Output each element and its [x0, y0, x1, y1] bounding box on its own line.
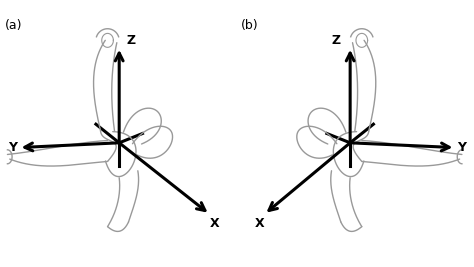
Text: Z: Z [332, 34, 341, 47]
Text: Y: Y [457, 141, 466, 154]
Text: X: X [210, 217, 219, 230]
Text: (b): (b) [241, 19, 258, 32]
Text: Y: Y [8, 141, 17, 154]
Text: Z: Z [126, 34, 135, 47]
Text: (a): (a) [5, 19, 23, 32]
Text: X: X [255, 217, 264, 230]
